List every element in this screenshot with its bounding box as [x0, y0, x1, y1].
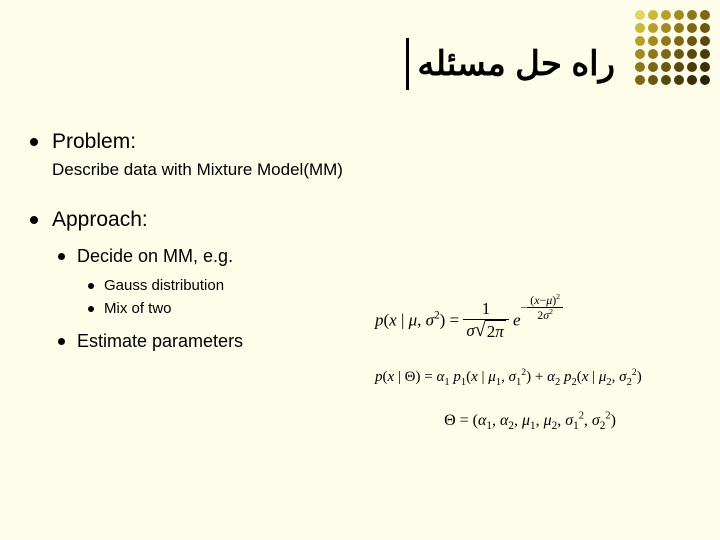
mix-label: Mix of two	[104, 300, 172, 317]
formula-area: p(x | μ, σ2) = 1 σ√2π e−(x−μ)22σ2 p(x | …	[375, 300, 705, 456]
decor-dot	[687, 10, 697, 20]
decor-dot	[700, 36, 710, 46]
decor-dot	[648, 62, 658, 72]
bullet-icon	[58, 253, 65, 260]
frac-den: σ√2π	[463, 320, 508, 343]
bullet-icon	[88, 306, 94, 312]
decor-dot	[635, 23, 645, 33]
slide-title: راه حل مسئله	[417, 44, 615, 84]
bullet-icon	[30, 216, 38, 224]
bullet-icon	[30, 138, 38, 146]
decor-dot	[635, 36, 645, 46]
decor-dot	[648, 36, 658, 46]
title-block: راه حل مسئله	[406, 38, 615, 90]
decor-dot	[687, 62, 697, 72]
bullet-icon	[58, 338, 65, 345]
euler-e: e	[513, 310, 521, 329]
decor-dot	[687, 36, 697, 46]
decor-dot	[661, 23, 671, 33]
formula-gaussian: p(x | μ, σ2) = 1 σ√2π e−(x−μ)22σ2	[375, 300, 705, 343]
slide: راه حل مسئله Problem: Describe data with…	[0, 0, 720, 540]
bullet-problem: Problem:	[30, 130, 690, 154]
gauss-label: Gauss distribution	[104, 277, 224, 294]
decor-dot	[674, 10, 684, 20]
decor-dot	[687, 49, 697, 59]
approach-label: Approach:	[52, 208, 148, 232]
decor-dot	[648, 10, 658, 20]
decor-dot	[700, 10, 710, 20]
decor-dot	[674, 75, 684, 85]
decor-dot	[661, 62, 671, 72]
bullet-icon	[88, 283, 94, 289]
decor-dot	[635, 75, 645, 85]
bullet-approach: Approach:	[30, 208, 690, 232]
decor-dot	[635, 49, 645, 59]
decor-dot	[687, 23, 697, 33]
corner-dot-grid	[635, 10, 710, 85]
decor-dot	[674, 49, 684, 59]
decor-dot	[674, 62, 684, 72]
decor-dot	[700, 49, 710, 59]
estimate-label: Estimate parameters	[77, 331, 243, 352]
formula-theta: Θ = (α1, α2, μ1, μ2, σ12, σ22)	[355, 412, 705, 430]
bullet-decide: Decide on MM, e.g.	[58, 246, 690, 267]
decide-label: Decide on MM, e.g.	[77, 246, 233, 267]
problem-label: Problem:	[52, 130, 136, 154]
decor-dot	[648, 75, 658, 85]
decor-dot	[635, 10, 645, 20]
decor-dot	[700, 75, 710, 85]
decor-dot	[674, 23, 684, 33]
formula-mixture: p(x | Θ) = α1 p1(x | μ1, σ12) + α2 p2(x …	[375, 369, 705, 386]
bullet-gauss: Gauss distribution	[88, 277, 690, 294]
frac-num: 1	[463, 300, 508, 320]
decor-dot	[661, 49, 671, 59]
decor-dot	[687, 75, 697, 85]
decor-dot	[635, 62, 645, 72]
decor-dot	[674, 36, 684, 46]
decor-dot	[661, 10, 671, 20]
decor-dot	[661, 75, 671, 85]
decor-dot	[648, 49, 658, 59]
decor-dot	[700, 23, 710, 33]
decor-dot	[648, 23, 658, 33]
decor-dot	[700, 62, 710, 72]
decor-dot	[661, 36, 671, 46]
title-divider	[406, 38, 409, 90]
problem-description: Describe data with Mixture Model(MM)	[52, 160, 690, 180]
